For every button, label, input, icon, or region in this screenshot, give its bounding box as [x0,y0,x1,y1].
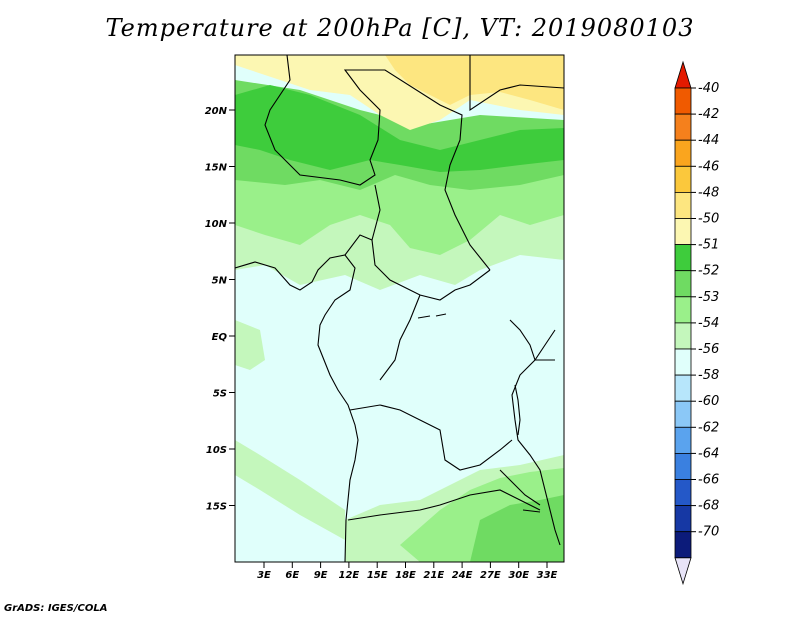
colorbar-label: -48 [698,185,719,200]
colorbar-swatch [674,479,692,507]
colorbar-label: -68 [698,499,719,514]
lon-label: 30E [508,570,529,581]
border-central-3 [379,294,421,381]
credit-text: GrADS: IGES/COLA [4,603,108,614]
border-north-1 [264,55,491,271]
contour-sw-stripe [235,440,345,540]
colorbar-label: -64 [698,446,719,461]
temperature-field [235,55,564,562]
colorbar-swatch [674,505,692,533]
lon-label: 27E [480,570,501,581]
colorbar-label: -42 [698,107,719,122]
colorbar-swatch [674,296,692,324]
colorbar-label: -66 [698,473,719,488]
contour-green-south [470,495,564,562]
colorbar-top-arrow [674,60,692,89]
lake-3 [522,509,541,513]
lake-2 [514,384,521,436]
colorbar-label: -50 [698,212,719,227]
lat-label: 10S [206,445,227,456]
colorbar-swatch [674,244,692,272]
lon-label: 6E [285,570,299,581]
colorbar-swatch [674,531,692,559]
colorbar-label: -58 [698,368,719,383]
colorbar-swatch [674,165,692,193]
colorbar-swatch [674,191,692,219]
border-south-2 [347,489,541,521]
colorbar-label: -54 [698,316,719,331]
border-north-2 [469,55,564,112]
lon-label: 18E [395,570,416,581]
colorbar-swatch [674,270,692,298]
colorbar-swatch [674,113,692,141]
lake-1 [417,313,447,319]
border-east-1 [509,319,555,361]
colorbar-swatch [674,426,692,454]
lat-label: 5S [213,389,227,400]
colorbar-label: -51 [698,238,719,253]
colorbar-swatch [674,218,692,246]
border-east-2 [499,469,541,506]
contour-yellow [385,55,564,110]
latitude-axis: 20N 15N 10N 5N EQ 5S 10S 15S [205,106,235,513]
colorbar-label: -53 [698,290,719,305]
longitude-axis: 3E 6E 9E 12E 15E 18E 21E 24E 27E 30E 33E [257,562,558,581]
lon-label: 3E [257,570,271,581]
map-frame [234,54,565,563]
coastline-west [235,254,359,562]
colorbar-label: -62 [698,420,719,435]
border-south-1 [349,404,513,471]
colorbar-swatch [674,87,692,115]
lon-label: 24E [452,570,473,581]
lat-label: 20N [205,106,228,117]
colorbar-label: -60 [698,394,719,409]
colorbar-swatch [674,139,692,167]
contour-west-patch [235,320,265,370]
colorbar-label: -46 [698,159,719,174]
colorbar-swatch [674,348,692,376]
colorbar-label: -40 [698,81,719,96]
border-central-2 [344,234,373,256]
colorbar-swatch [674,322,692,350]
colorbar-bottom-arrow [674,557,692,586]
border-central-1 [371,184,491,301]
colorbar-label: -52 [698,264,719,279]
colorbar-swatch [674,400,692,428]
colorbar-label: -44 [698,133,719,148]
lat-label: 15N [205,163,228,174]
colorbar-swatch [674,452,692,480]
lon-label: 9E [314,570,328,581]
lon-label: 12E [339,570,360,581]
contour-dark-green-north [235,85,564,172]
lat-label: 10N [205,219,228,230]
lat-label: 15S [206,502,227,513]
colorbar-label: -70 [698,525,719,540]
lat-label: EQ [212,332,228,343]
lon-label: 33E [537,570,558,581]
colorbar-swatch [674,374,692,402]
borders [235,55,564,562]
lon-label: 15E [367,570,388,581]
map-title: Temperature at 200hPa [C], VT: 201908010… [105,14,695,42]
colorbar: -40 -42 -44 -46 -48 -50 -51 -52 -53 -54 -56 -58 -60 -… [674,60,719,586]
lon-label: 21E [423,570,444,581]
lat-label: 5N [212,276,228,287]
colorbar-label: -56 [698,342,719,357]
